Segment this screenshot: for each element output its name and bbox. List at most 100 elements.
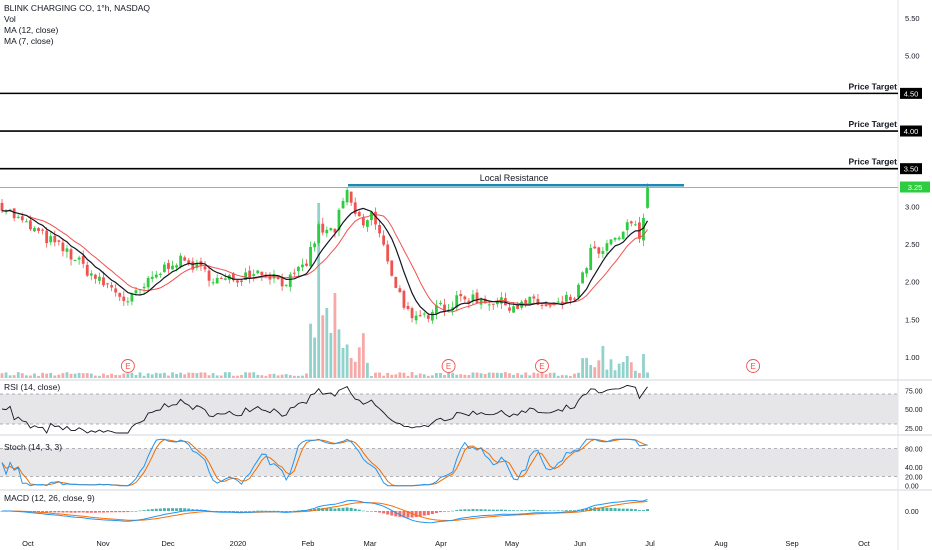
candle: [16, 216, 20, 218]
candle: [134, 290, 138, 294]
volume-bar: [110, 373, 114, 378]
volume-bar: [215, 375, 219, 378]
volume-bar: [382, 375, 386, 378]
price-pane[interactable]: Price Target Price Target Price Target Loc…: [0, 81, 898, 378]
macd-histogram-bar: [637, 510, 641, 511]
earnings-marker-label: E: [539, 362, 544, 371]
candle: [613, 237, 617, 240]
macd-histogram-bar: [544, 510, 548, 512]
stoch-band: [0, 448, 898, 477]
legend-ma7[interactable]: MA (7, close): [4, 36, 54, 46]
volume-bar: [609, 359, 613, 378]
stoch-pane[interactable]: [0, 438, 898, 487]
symbol-title[interactable]: BLINK CHARGING CO, 1°h, NASDAQ: [4, 3, 151, 13]
candle: [435, 305, 438, 315]
volume-bar: [179, 372, 183, 378]
volume-bar: [8, 375, 12, 378]
volume-bar: [219, 375, 223, 378]
candle: [467, 300, 471, 304]
time-axis[interactable]: Oct Nov Dec 2020 Feb Mar Apr May Jun Jul Aug Sep Oct: [22, 539, 871, 548]
candle: [61, 242, 65, 252]
volume-bar: [426, 375, 430, 378]
volume-bar: [203, 372, 207, 378]
legend-ma12[interactable]: MA (12, close): [4, 25, 59, 35]
macd-histogram-bar: [321, 507, 325, 511]
volume-bar: [158, 373, 162, 378]
macd-histogram-bar: [540, 510, 544, 511]
candle: [280, 277, 284, 287]
time-tick-label: Mar: [364, 539, 377, 548]
volume-bar: [57, 374, 61, 378]
macd-histogram-bar: [61, 511, 65, 513]
macd-histogram-bar: [227, 511, 231, 512]
macd-histogram-bar: [617, 508, 621, 511]
stoch-legend[interactable]: Stoch (14, 3, 3): [4, 442, 63, 452]
volume-bar: [532, 372, 536, 378]
volume-bar: [313, 337, 317, 378]
candle: [305, 263, 308, 266]
candle: [426, 315, 430, 319]
macd-histogram-bar: [110, 511, 114, 513]
candle: [211, 282, 215, 284]
macd-legend[interactable]: MACD (12, 26, close, 9): [4, 493, 95, 503]
price-tick-label: 1.50: [905, 315, 920, 324]
candle: [378, 225, 381, 234]
volume-bar: [305, 373, 308, 378]
candle: [414, 315, 418, 321]
macd-histogram-bar: [219, 511, 223, 512]
candle: [422, 313, 426, 315]
price-targets: Price Target Price Target Price Target: [0, 81, 898, 170]
macd-histogram-bar: [179, 508, 183, 511]
volume-bar: [605, 369, 609, 378]
candle: [487, 304, 491, 306]
volume-bar: [560, 375, 564, 378]
volume-bar: [333, 293, 337, 378]
price-axis[interactable]: 5.50 5.00 4.50 4.00 3.50 3.00 2.50 2.00 1.50 1.00…: [900, 14, 930, 362]
time-tick-label: 2020: [230, 539, 247, 548]
candle: [345, 189, 349, 203]
candle: [89, 273, 93, 276]
macd-histogram-bar: [479, 509, 483, 511]
rsi-band: [0, 394, 898, 424]
price-tick-label: 5.50: [905, 14, 920, 23]
candle: [386, 244, 390, 262]
volume-bar: [16, 372, 20, 378]
time-tick-label: Jul: [645, 539, 655, 548]
volume-bar: [491, 372, 495, 378]
candle: [122, 296, 126, 301]
macd-histogram-bar: [572, 510, 576, 511]
candle: [252, 274, 256, 276]
candle: [106, 283, 109, 285]
macd-pane[interactable]: [0, 499, 650, 524]
candle: [532, 296, 536, 299]
volume-bar: [471, 372, 475, 378]
price-target-label: Price Target: [848, 157, 897, 167]
stoch-k-line: [1, 438, 648, 487]
rsi-tick-label: 75.00: [905, 388, 923, 395]
volume-bar: [69, 373, 73, 378]
volume-bar: [260, 375, 264, 378]
time-tick-label: Jun: [574, 539, 586, 548]
candle: [110, 285, 114, 288]
macd-histogram-bar: [329, 508, 333, 511]
volume-bar: [548, 372, 552, 378]
rsi-legend[interactable]: RSI (14, close): [4, 382, 61, 392]
candle: [203, 266, 207, 270]
macd-histogram-bar: [455, 509, 459, 511]
candle: [577, 284, 580, 298]
candle: [394, 276, 398, 288]
volume-bar: [520, 374, 524, 378]
candle: [4, 211, 8, 213]
volume-bar: [357, 347, 361, 378]
candle: [540, 304, 544, 306]
macd-histogram-bar: [613, 508, 617, 511]
volume-bar: [167, 375, 170, 378]
candle: [569, 296, 572, 301]
volume-bar: [625, 356, 629, 378]
legend-vol[interactable]: Vol: [4, 14, 16, 24]
rsi-pane[interactable]: [0, 384, 898, 434]
candle: [528, 296, 532, 304]
volume-bar: [33, 373, 36, 378]
